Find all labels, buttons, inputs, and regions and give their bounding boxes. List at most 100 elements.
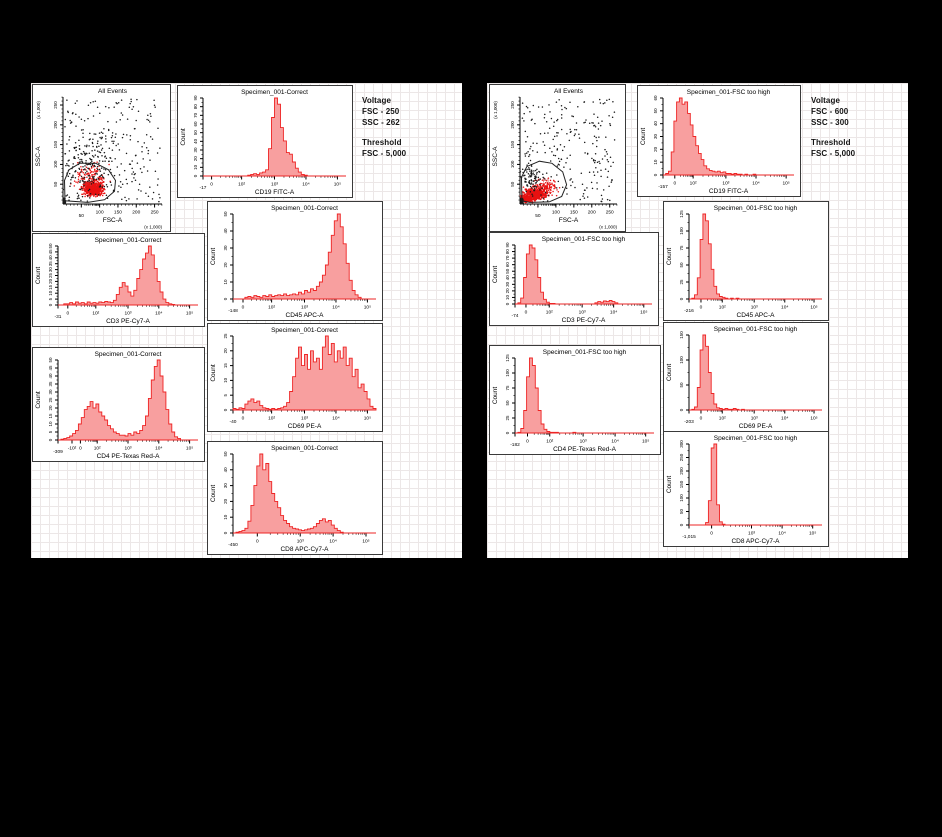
- axes: [517, 96, 618, 208]
- svg-text:70: 70: [505, 255, 510, 261]
- fsc-threshold-value: FSC - 5,000: [362, 149, 407, 158]
- svg-text:10³: 10³: [722, 181, 729, 187]
- scatter-points: [519, 98, 616, 205]
- svg-text:0: 0: [210, 182, 213, 188]
- svg-text:10³: 10³: [271, 182, 278, 188]
- svg-text:45: 45: [48, 249, 53, 255]
- svg-text:0: 0: [66, 311, 69, 317]
- svg-text:150: 150: [53, 140, 58, 148]
- chart-svg: Specimen_001-FSC too high 0 50 100 150 Count -…: [666, 326, 822, 430]
- svg-text:10⁴: 10⁴: [611, 439, 618, 445]
- svg-text:50: 50: [679, 382, 684, 388]
- chart-svg: Specimen_001-FSC too high 0 10 20 30 40 50 60 Co…: [640, 89, 794, 195]
- left-cd69-histogram[interactable]: Specimen_001-Correct 0 5 10 15 20 25 Count -40 0 1…: [207, 323, 383, 432]
- gate-p1-polygon[interactable]: [520, 160, 568, 203]
- left-fsc-ssc-scatter-plot[interactable]: All Events 50 100 150 200 250 SSC-A (x 1,000) 50…: [32, 84, 171, 232]
- svg-text:50: 50: [510, 181, 515, 187]
- ssc-voltage-value: SSC - 262: [362, 118, 400, 127]
- svg-text:80: 80: [193, 104, 198, 110]
- svg-text:40: 40: [193, 138, 198, 144]
- svg-text:10: 10: [48, 290, 53, 296]
- right-cd4-histogram[interactable]: Specimen_001-FSC too high 0 25 50 75 100 125 Co…: [489, 345, 661, 455]
- svg-text:Specimen_001-FSC too high: Specimen_001-FSC too high: [542, 236, 626, 243]
- svg-text:250: 250: [606, 210, 614, 216]
- svg-text:100: 100: [96, 210, 104, 216]
- svg-text:0: 0: [710, 531, 713, 537]
- svg-text:10: 10: [223, 514, 228, 520]
- svg-text:10⁵: 10⁵: [364, 416, 371, 422]
- svg-text:Count: Count: [666, 364, 673, 382]
- svg-text:15: 15: [48, 284, 53, 290]
- svg-text:Count: Count: [210, 364, 217, 382]
- left-cd8-histogram[interactable]: Specimen_001-Correct 0 10 20 30 40 50 Count -450…: [207, 441, 383, 555]
- histogram-series: [515, 357, 654, 434]
- svg-text:(x 1,000): (x 1,000): [36, 101, 41, 119]
- svg-text:150: 150: [570, 210, 578, 216]
- svg-text:0: 0: [700, 416, 703, 422]
- svg-text:0: 0: [256, 539, 259, 545]
- svg-text:250: 250: [679, 453, 684, 461]
- svg-text:10³: 10³: [125, 311, 132, 317]
- svg-text:10: 10: [653, 159, 658, 165]
- svg-text:Specimen_001-Correct: Specimen_001-Correct: [241, 89, 308, 96]
- svg-text:10⁴: 10⁴: [155, 311, 162, 317]
- gate-p1-polygon[interactable]: [63, 162, 117, 203]
- right-cd45-histogram[interactable]: Specimen_001-FSC too high 0 25 50 75 100 125 Co…: [663, 201, 829, 321]
- svg-text:Count: Count: [35, 391, 42, 409]
- svg-text:SSC-A: SSC-A: [492, 146, 499, 167]
- right-cd69-histogram[interactable]: Specimen_001-FSC too high 0 50 100 150 Count -…: [663, 322, 829, 432]
- right-fsc-ssc-scatter-plot[interactable]: All Events 50 100 150 200 250 SSC-A (x 1,000) 50…: [489, 84, 626, 232]
- svg-text:75: 75: [505, 385, 510, 391]
- left-cd45-histogram[interactable]: Specimen_001-Correct 0 10 20 30 40 50 Count -148…: [207, 201, 383, 321]
- svg-text:80: 80: [505, 249, 510, 255]
- svg-text:0: 0: [653, 173, 658, 176]
- svg-text:FSC-A: FSC-A: [559, 217, 579, 224]
- left-cd3-histogram[interactable]: Specimen_001-Correct 0 5 10 15 20 25 30 35 40 45 50…: [32, 233, 205, 327]
- svg-text:10⁵: 10⁵: [186, 311, 193, 317]
- svg-text:0: 0: [223, 531, 228, 534]
- svg-text:10²: 10²: [719, 305, 726, 311]
- svg-text:CD69 PE-A: CD69 PE-A: [739, 423, 773, 430]
- svg-text:10⁵: 10⁵: [640, 310, 647, 316]
- svg-text:10³: 10³: [301, 305, 308, 311]
- chart-svg: Specimen_001-FSC too high 0 50 100 150 200 250…: [666, 435, 822, 545]
- svg-text:CD69 PE-A: CD69 PE-A: [288, 423, 322, 430]
- chart-svg: Specimen_001-Correct 0 10 20 30 40 50 Count -148…: [210, 205, 376, 319]
- svg-text:20: 20: [48, 405, 53, 411]
- right-cd19-histogram[interactable]: Specimen_001-FSC too high 0 10 20 30 40 50 60 Co…: [637, 85, 801, 197]
- svg-text:10⁴: 10⁴: [610, 310, 617, 316]
- svg-text:25: 25: [48, 273, 53, 279]
- svg-text:150: 150: [114, 210, 122, 216]
- svg-text:Count: Count: [180, 128, 187, 146]
- svg-text:40: 40: [48, 255, 53, 261]
- svg-text:90: 90: [193, 95, 198, 101]
- svg-text:10⁵: 10⁵: [364, 305, 371, 311]
- svg-text:50: 50: [223, 211, 228, 217]
- svg-text:10³: 10³: [748, 531, 755, 537]
- svg-text:0: 0: [193, 174, 198, 177]
- right-cd8-histogram[interactable]: Specimen_001-FSC too high 0 50 100 150 200 250…: [663, 431, 829, 547]
- svg-text:200: 200: [132, 210, 140, 216]
- svg-text:(x 1,000): (x 1,000): [599, 225, 617, 230]
- left-cd19-histogram[interactable]: Specimen_001-Correct 0 10 20 30 40 50 60 70 80 90 C…: [177, 85, 353, 198]
- svg-text:10⁴: 10⁴: [752, 181, 759, 187]
- svg-text:20: 20: [223, 498, 228, 504]
- svg-text:10²: 10²: [92, 311, 99, 317]
- svg-text:50: 50: [653, 108, 658, 114]
- svg-text:300: 300: [679, 440, 684, 448]
- svg-text:200: 200: [53, 121, 58, 129]
- svg-text:200: 200: [588, 210, 596, 216]
- svg-text:30: 30: [223, 245, 228, 251]
- svg-text:10: 10: [223, 279, 228, 285]
- right-cd3-histogram[interactable]: Specimen_001-FSC too high 0 10 20 30 40 50 60 70…: [489, 232, 659, 326]
- left-cd4-histogram[interactable]: Specimen_001-Correct 0 5 10 15 20 25 30 35 40 45 50…: [32, 347, 205, 462]
- svg-text:CD19 FITC-A: CD19 FITC-A: [709, 188, 749, 195]
- chart-svg: Specimen_001-FSC too high 0 25 50 75 100 125 Co…: [492, 349, 654, 453]
- svg-text:10⁵: 10⁵: [362, 539, 369, 545]
- svg-text:100: 100: [679, 227, 684, 235]
- right-acquisition-settings: Voltage FSC - 600 SSC - 300 Threshold FS…: [811, 95, 903, 159]
- svg-text:50: 50: [223, 451, 228, 457]
- fsc-voltage-value: FSC - 250: [362, 107, 400, 116]
- svg-text:0: 0: [242, 416, 245, 422]
